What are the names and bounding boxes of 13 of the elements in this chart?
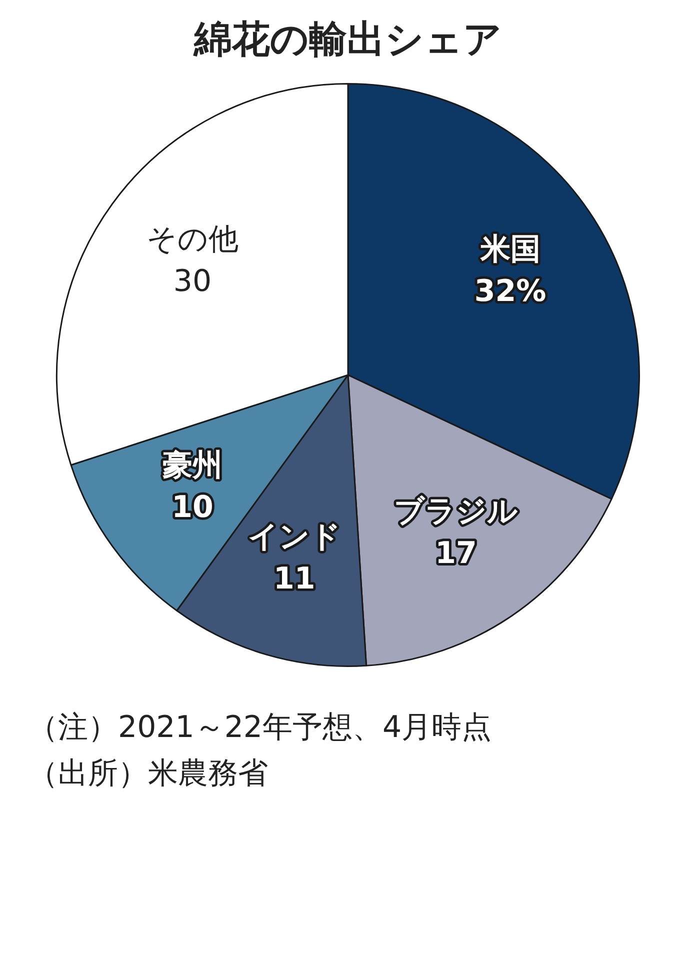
slice-label: 豪州 [162,448,222,483]
text: （注）2021～22年予想、4月時点 [28,709,493,747]
slice-label: その他 [146,222,238,257]
data-label: 17 [435,536,477,571]
data-label: 32% [474,274,546,309]
chart-title: 綿花の輸出シェア [192,16,503,63]
data-label: 11 [273,561,316,596]
slice-label: 米国 [479,232,540,267]
slice-label: ブラジル [394,494,518,529]
data-label: 30 [173,264,212,299]
text: （出所）米農務省 [28,755,269,793]
slice-label: インド [248,519,341,554]
data-label: 10 [172,490,214,525]
